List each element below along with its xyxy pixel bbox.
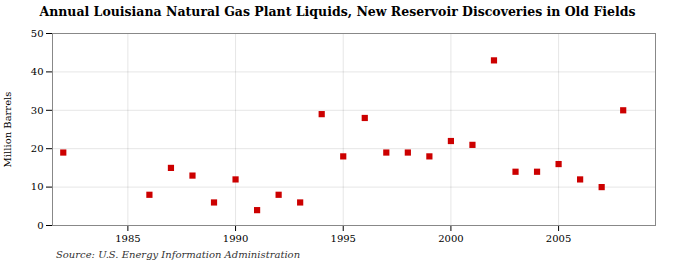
svg-text:2000: 2000	[438, 233, 463, 244]
svg-text:50: 50	[31, 28, 44, 39]
svg-text:1985: 1985	[115, 233, 140, 244]
html-text:Annual Louisiana Natural Gas P: Annual Louisiana Natural Gas Plant Liqui…	[39, 4, 636, 19]
svg-text:20: 20	[31, 143, 44, 154]
svg-text:30: 30	[31, 105, 44, 116]
svg-text:1990: 1990	[223, 233, 248, 244]
svg-text:0: 0	[37, 220, 43, 231]
html-text:Source: U.S. Energy Informatio: Source: U.S. Energy Information Administ…	[56, 249, 301, 260]
svg-text:10: 10	[31, 181, 44, 192]
svg-text:1995: 1995	[331, 233, 356, 244]
svg-text:Million Barrels: Million Barrels	[2, 92, 13, 168]
svg-text:2005: 2005	[546, 233, 571, 244]
svg-text:40: 40	[31, 66, 44, 77]
